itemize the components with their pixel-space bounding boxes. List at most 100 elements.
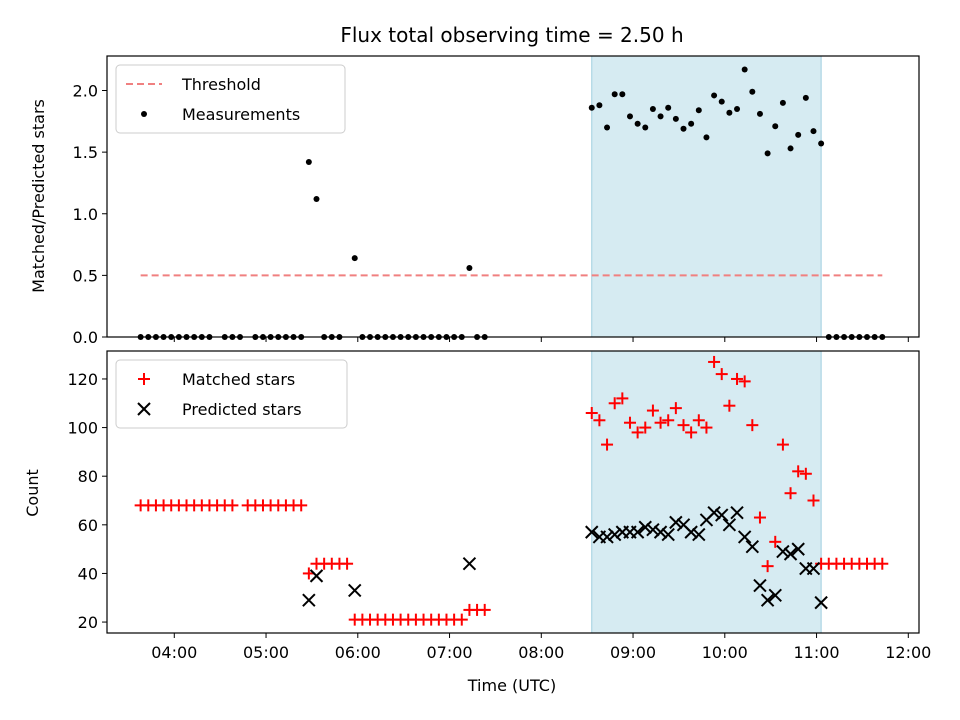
x-tick-label: 11:00: [793, 643, 839, 662]
axes-frame: [106, 350, 920, 634]
legend-matched-swatch: [138, 373, 150, 385]
measurement-point: [741, 66, 748, 73]
matched-stars-point: [731, 372, 744, 385]
predicted-stars-point-b: [630, 525, 645, 539]
predicted-stars-point: [768, 588, 782, 603]
predicted-stars-point-b: [715, 508, 729, 522]
measurement-point: [734, 105, 741, 112]
predicted-stars-point: [669, 515, 683, 530]
predicted-stars-point-b: [814, 595, 828, 610]
axes-frame: [106, 55, 920, 338]
predicted-stars-point-b: [661, 527, 675, 542]
x-tick-label: 12:00: [885, 643, 931, 662]
predicted-stars-point-b: [638, 520, 652, 534]
measurement-point: [596, 102, 603, 109]
measurement-point: [695, 107, 702, 114]
predicted-stars-point-b: [783, 547, 798, 561]
predicted-stars-point: [692, 527, 706, 542]
predicted-stars-point: [760, 593, 775, 607]
predicted-stars-point: [661, 527, 675, 542]
matched-stars-point: [639, 421, 652, 434]
y-tick-label: 120: [67, 370, 98, 389]
measurement-point: [787, 145, 794, 152]
measurement-point: [351, 255, 358, 262]
matched-stars-point: [784, 487, 797, 500]
matched-stars-point: [455, 613, 468, 626]
matched-stars-point: [761, 560, 774, 573]
measurement-point: [764, 150, 771, 157]
predicted-stars-point: [753, 578, 767, 593]
legend-box: [115, 64, 346, 134]
predicted-stars-point-b: [653, 525, 668, 539]
measurement-point: [649, 105, 656, 112]
measurement-point: [588, 104, 595, 111]
predicted-stars-point-b: [791, 542, 805, 556]
predicted-stars-point: [814, 595, 828, 610]
matched-stars-point: [226, 499, 239, 512]
x-tick-label: 05:00: [243, 643, 289, 662]
legend-predicted-swatch-b: [137, 402, 151, 416]
matched-stars-point: [723, 399, 736, 412]
predicted-stars-point-b: [745, 539, 760, 554]
measurement-point: [313, 195, 320, 202]
measurement-point: [466, 264, 473, 271]
y-tick-label: 20: [78, 613, 98, 632]
predicted-stars-point: [585, 525, 599, 539]
predicted-stars-point-b: [646, 522, 660, 537]
predicted-stars-point: [302, 593, 316, 607]
measurement-point: [772, 123, 779, 130]
predicted-stars-point-b: [348, 583, 362, 598]
predicted-stars-point: [607, 527, 622, 542]
matched-stars-point: [700, 421, 713, 434]
matched-stars-point: [807, 494, 820, 507]
predicted-stars-point: [348, 583, 362, 598]
x-tick-label: 04:00: [151, 643, 197, 662]
matched-stars-point: [792, 465, 805, 478]
matched-stars-point: [692, 414, 705, 427]
predicted-stars-point-b: [776, 544, 790, 559]
figure-title: Flux total observing time = 2.50 h: [340, 23, 683, 47]
x-tick-label: 08:00: [518, 643, 564, 662]
legend-label: Predicted stars: [182, 400, 302, 419]
predicted-stars-point: [309, 569, 324, 583]
measurement-point: [802, 94, 809, 101]
measurement-point: [657, 113, 664, 120]
bottom-y-axis-label: Count: [23, 469, 42, 517]
matched-stars-point: [685, 426, 698, 439]
highlight-span: [591, 55, 822, 338]
matched-stars-point: [769, 535, 782, 548]
measurement-point: [749, 88, 756, 95]
predicted-stars-point-b: [676, 518, 691, 532]
predicted-stars-point-b: [684, 525, 698, 539]
measurement-point: [726, 109, 733, 116]
measurement-point: [672, 115, 679, 122]
measurement-point: [703, 134, 710, 141]
predicted-stars-point-b: [302, 593, 316, 607]
predicted-stars-point: [776, 544, 790, 559]
matched-stars-point: [601, 438, 614, 451]
y-tick-label: 100: [67, 419, 98, 438]
top-panel: 0.0 0.5 1.0 1.5 2.0 Threshold Measurements: [73, 55, 920, 347]
matched-stars-point: [753, 511, 766, 524]
measurement-point: [680, 125, 687, 132]
measurement-point: [810, 128, 817, 135]
y-tick-label: 0.5: [73, 266, 98, 285]
matched-stars-point: [631, 426, 644, 439]
y-tick-label: 2.0: [73, 82, 98, 101]
legend: Matched stars Predicted stars: [115, 359, 348, 429]
measurement-point: [604, 124, 611, 131]
y-tick-label: 40: [78, 564, 98, 583]
predicted-stars-point: [806, 561, 821, 576]
legend-predicted-swatch: [137, 402, 151, 416]
matched-stars-point: [608, 397, 621, 410]
measurement-point: [611, 91, 618, 98]
matched-stars-point: [616, 392, 629, 405]
predicted-stars-point: [600, 530, 614, 544]
predicted-stars-point: [684, 525, 698, 539]
predicted-stars-point-b: [309, 569, 324, 583]
y-tick-label: 1.0: [73, 205, 98, 224]
matched-stars-point: [654, 416, 667, 429]
predicted-stars-point-b: [730, 505, 744, 520]
measurement-point: [665, 104, 672, 111]
x-tick-label: 10:00: [702, 643, 748, 662]
